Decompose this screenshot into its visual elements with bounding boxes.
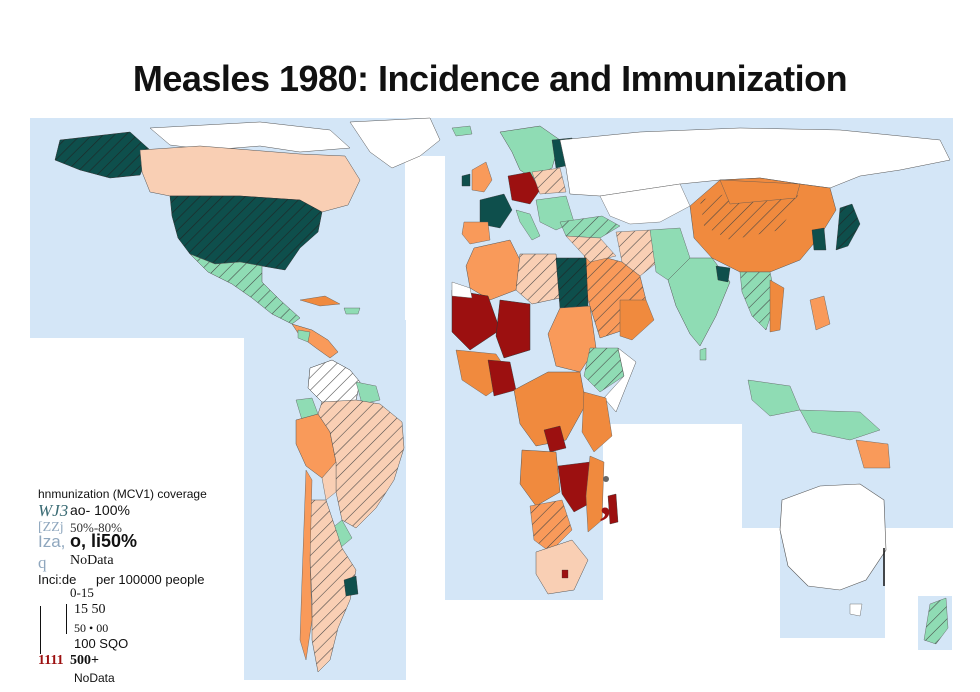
- south-africa: [535, 539, 589, 595]
- legend-cov-nodata-swatch: q: [38, 553, 47, 572]
- mauritania-mali: [451, 289, 501, 351]
- legend-cov-nodata-label: NoData: [70, 553, 114, 568]
- ireland: [461, 173, 471, 187]
- chile: [299, 469, 313, 661]
- france: [479, 193, 513, 229]
- legend-incidence-suffix: per 100000 people: [96, 572, 205, 587]
- legend-bracket-1: [40, 606, 41, 654]
- stray-comma: ,: [600, 475, 611, 524]
- legend-cov-50-80-swatch: [ZZj: [38, 520, 64, 535]
- tasmania: [849, 603, 863, 617]
- guatemala: [297, 329, 311, 343]
- legend-cov-50-80-label: 50%-80%: [70, 520, 122, 535]
- guianas: [355, 381, 381, 405]
- uruguay: [343, 575, 359, 597]
- europe: [451, 125, 621, 245]
- greenland: [349, 117, 441, 169]
- stray-dot: [603, 476, 609, 482]
- kazakhstan-central-asia: [599, 183, 691, 225]
- arctic-islands: [149, 121, 351, 153]
- legend-coverage-title: hnmunization (MCV1) coverage: [38, 487, 207, 501]
- legend-inc-500-label: 500+: [70, 653, 99, 668]
- italy: [515, 209, 541, 241]
- germany-central: [507, 171, 541, 205]
- mongolia: [719, 179, 801, 205]
- central-africa: [513, 371, 587, 447]
- indonesia-west: [747, 379, 801, 417]
- legend-inc-500-swatch: 1111: [38, 653, 64, 668]
- legend-inc-100-500-label: 100 SQO: [74, 636, 129, 651]
- legend: hnmunization (MCV1) coverage WJ3 ao- 100…: [38, 488, 268, 688]
- somalia: [603, 347, 637, 413]
- russia: [559, 127, 951, 225]
- legend-bracket-2: [66, 604, 67, 634]
- india: [667, 257, 731, 347]
- morocco-algeria: [465, 239, 521, 301]
- mozambique: [585, 455, 605, 533]
- angola: [519, 449, 561, 507]
- lesotho: [561, 569, 569, 579]
- niger-chad: [495, 299, 531, 359]
- korea: [811, 227, 827, 251]
- uk: [471, 161, 493, 193]
- iceland: [451, 125, 473, 137]
- legend-cov-80-100-label: ao- 100%: [70, 502, 130, 518]
- cuba: [299, 295, 341, 307]
- legend-inc-50-100-label: 50 • 00: [74, 621, 109, 635]
- sri-lanka: [699, 347, 707, 361]
- caribbean: [343, 307, 361, 315]
- north-america: [54, 117, 441, 359]
- kenya-tanzania: [581, 391, 613, 453]
- legend-inc-nodata-label: NoData: [74, 671, 115, 685]
- papua: [855, 439, 891, 469]
- vietnam-laos: [769, 279, 785, 333]
- indonesia-east: [799, 409, 881, 441]
- legend-incidence-title: Inci:de: [38, 572, 77, 587]
- bangladesh: [715, 265, 731, 283]
- legend-inc-0-15-label: 0-15: [70, 585, 94, 600]
- bolivia: [321, 461, 337, 501]
- philippines: [809, 295, 831, 331]
- australia: [779, 483, 887, 591]
- africa: [451, 239, 637, 595]
- south-america: [295, 359, 405, 673]
- madagascar: [607, 493, 619, 525]
- western-sahara: [451, 281, 473, 299]
- oman-yemen: [619, 299, 655, 341]
- asia: [565, 177, 891, 469]
- legend-cov-0-50-swatch: Iza,: [38, 532, 66, 551]
- oceania: [779, 483, 949, 645]
- map-title: Measles 1980: Incidence and Immunization: [132, 58, 848, 99]
- legend-cov-0-50-label: o, li50%: [70, 531, 138, 551]
- spain: [461, 221, 491, 245]
- legend-inc-15-50-label: 15 50: [74, 602, 106, 617]
- drc-red: [543, 425, 567, 453]
- legend-cov-80-100-swatch: WJ3: [38, 501, 69, 520]
